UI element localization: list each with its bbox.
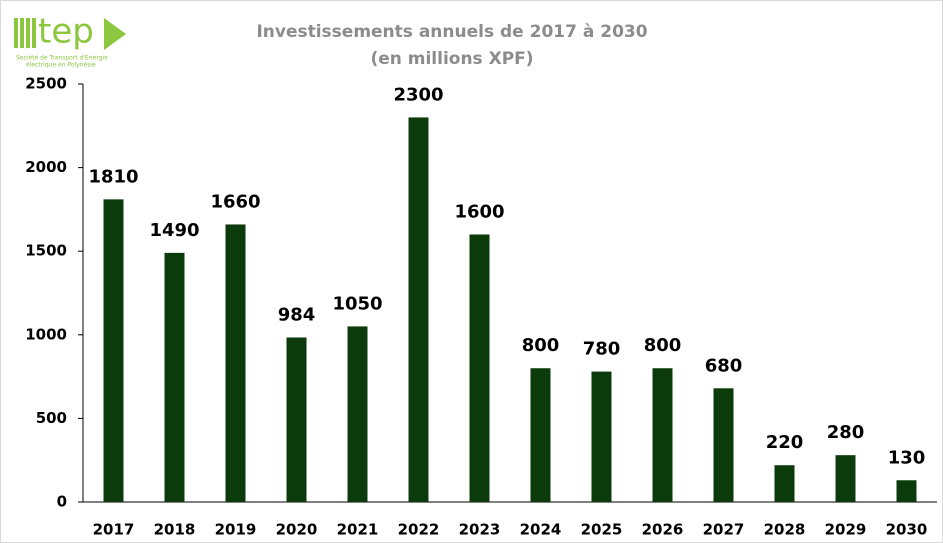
data-label: 1660	[210, 191, 260, 212]
logo-stripe	[14, 18, 18, 48]
y-tick-label: 0	[57, 493, 67, 511]
bar	[530, 368, 551, 502]
logo-stripe	[20, 18, 24, 48]
data-label: 800	[522, 335, 560, 356]
bar	[835, 455, 856, 502]
x-tick-label: 2018	[154, 521, 196, 539]
data-label: 1050	[332, 293, 382, 314]
bar	[469, 234, 490, 503]
bar	[774, 465, 795, 502]
x-tick-label: 2023	[459, 521, 501, 539]
x-tick-label: 2019	[215, 521, 257, 539]
logo-tagline: électrique en Polynésie	[26, 62, 96, 69]
x-tick-label: 2024	[520, 521, 562, 539]
x-tick-label: 2025	[581, 521, 623, 539]
bar	[225, 224, 246, 502]
data-label: 1600	[454, 201, 504, 222]
data-label: 680	[705, 355, 743, 376]
bar	[103, 199, 124, 503]
y-tick-label: 1500	[25, 242, 67, 260]
data-label: 130	[888, 447, 926, 468]
data-label: 220	[766, 432, 804, 453]
data-label: 2300	[393, 84, 443, 105]
y-tick-label: 500	[36, 409, 67, 427]
x-tick-label: 2030	[886, 521, 928, 539]
x-tick-label: 2017	[93, 521, 135, 539]
bar	[652, 368, 673, 502]
data-label: 780	[583, 339, 621, 360]
data-label: 800	[644, 335, 682, 356]
data-label: 1810	[88, 166, 138, 187]
logo-stripe	[32, 18, 36, 48]
y-tick-label: 2000	[25, 158, 67, 176]
x-tick-label: 2029	[825, 521, 867, 539]
bar	[591, 371, 612, 502]
chart-subtitle: (en millions XPF)	[370, 49, 533, 69]
chart-title: Investissements annuels de 2017 à 2030	[256, 22, 647, 42]
bar	[286, 337, 307, 502]
x-tick-label: 2027	[703, 521, 745, 539]
y-tick-label: 1000	[25, 325, 67, 343]
logo-name: tep	[38, 12, 94, 52]
logo-stripe	[26, 18, 30, 48]
bar	[164, 252, 185, 502]
x-tick-label: 2022	[398, 521, 440, 539]
logo-arrow	[104, 18, 126, 50]
x-tick-label: 2020	[276, 521, 318, 539]
data-label: 984	[278, 304, 316, 325]
bar	[408, 117, 429, 502]
data-label: 1490	[149, 220, 199, 241]
logo: tep Société de Transport d'Energie élect…	[14, 12, 126, 69]
data-label: 280	[827, 422, 865, 443]
x-tick-label: 2026	[642, 521, 684, 539]
bar	[713, 388, 734, 502]
bar	[347, 326, 368, 502]
bar	[896, 480, 917, 502]
x-tick-label: 2028	[764, 521, 806, 539]
x-tick-label: 2021	[337, 521, 379, 539]
logo-tagline: Société de Transport d'Energie	[16, 55, 108, 62]
y-tick-label: 2500	[25, 75, 67, 93]
